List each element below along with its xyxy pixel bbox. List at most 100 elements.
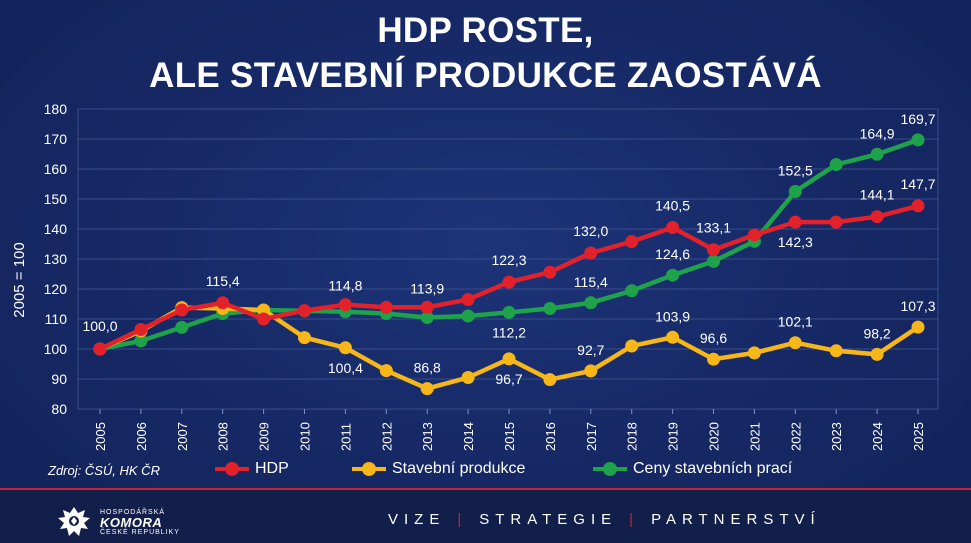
x-tick-label: 2017 xyxy=(584,422,599,451)
motto-separator: | xyxy=(457,511,462,528)
x-tick-label: 2008 xyxy=(216,422,231,451)
data-point xyxy=(298,331,311,345)
data-label: 169,7 xyxy=(900,111,935,127)
data-point xyxy=(747,346,761,360)
data-label: 102,1 xyxy=(778,314,813,330)
data-label: 115,4 xyxy=(574,274,608,290)
data-point xyxy=(625,284,639,298)
data-label: 133,1 xyxy=(696,220,731,236)
x-tick-label: 2024 xyxy=(870,422,885,451)
x-tick-label: 2022 xyxy=(788,422,803,451)
data-label: 152,5 xyxy=(778,163,813,179)
data-point xyxy=(829,215,843,229)
data-point xyxy=(543,302,557,315)
y-tick-label: 140 xyxy=(44,221,68,237)
data-point xyxy=(911,133,925,147)
y-tick-label: 150 xyxy=(44,191,68,207)
data-point xyxy=(707,254,720,268)
data-point xyxy=(298,304,311,318)
data-label: 96,7 xyxy=(495,371,522,387)
data-label: 98,2 xyxy=(863,325,890,341)
y-tick-label: 120 xyxy=(44,281,68,297)
title-line-1: HDP ROSTE, xyxy=(377,11,594,50)
logo-text-main: KOMORA xyxy=(100,514,163,530)
x-tick-label: 2019 xyxy=(666,422,681,451)
legend-label-hdp: HDP xyxy=(255,460,289,477)
data-label: 114,8 xyxy=(328,278,362,294)
x-tick-label: 2025 xyxy=(911,422,926,451)
logo-text-bottom: ČESKÉ REPUBLIKY xyxy=(100,528,180,536)
data-point xyxy=(666,330,680,344)
motto: VIZE | STRATEGIE | PARTNERSTVÍ xyxy=(388,511,821,528)
y-tick-label: 110 xyxy=(45,311,68,327)
data-point xyxy=(788,336,802,350)
data-label: 124,6 xyxy=(655,246,690,262)
data-label: 112,2 xyxy=(492,324,526,340)
y-tick-label: 180 xyxy=(44,101,68,117)
data-label: 103,9 xyxy=(655,308,690,324)
data-point xyxy=(420,300,434,314)
data-point xyxy=(870,347,884,361)
data-point xyxy=(747,228,761,242)
data-point xyxy=(829,344,843,358)
data-label: 164,9 xyxy=(860,125,895,141)
data-point xyxy=(175,303,189,317)
x-tick-label: 2012 xyxy=(379,422,394,451)
y-tick-label: 90 xyxy=(51,371,67,387)
x-tick-label: 2006 xyxy=(134,422,149,451)
data-point xyxy=(911,320,925,334)
data-point xyxy=(257,303,271,317)
x-tick-label: 2007 xyxy=(175,422,190,451)
data-point xyxy=(870,210,884,224)
y-tick-label: 80 xyxy=(51,401,67,417)
data-label: 86,8 xyxy=(414,360,441,376)
data-point xyxy=(543,265,557,279)
data-point xyxy=(911,199,925,213)
data-point xyxy=(420,382,434,396)
logo-text-top: HOSPODÁŘSKÁ xyxy=(100,508,166,516)
data-point xyxy=(666,268,680,282)
x-tick-label: 2023 xyxy=(829,422,844,451)
motto-separator: | xyxy=(629,511,634,528)
data-point xyxy=(788,185,802,198)
data-point xyxy=(338,341,352,355)
y-tick-label: 100 xyxy=(44,341,68,357)
data-point xyxy=(666,221,680,234)
data-label: 100,0 xyxy=(82,318,117,334)
data-point xyxy=(461,293,475,306)
x-tick-label: 2010 xyxy=(298,422,313,451)
y-tick-label: 130 xyxy=(44,251,68,267)
data-label: 115,4 xyxy=(206,273,240,289)
data-point xyxy=(461,309,475,323)
data-point xyxy=(870,147,884,161)
data-point xyxy=(829,158,843,171)
data-point xyxy=(584,364,598,378)
chart-title: HDP ROSTE, ALE STAVEBNÍ PRODUKCE ZAOSTÁV… xyxy=(0,8,971,98)
x-tick-label: 2018 xyxy=(625,422,640,451)
data-point xyxy=(379,300,393,314)
data-point xyxy=(420,311,434,324)
data-point xyxy=(584,246,598,260)
y-tick-label: 170 xyxy=(44,131,68,147)
data-point xyxy=(257,312,271,326)
data-label: 140,5 xyxy=(655,198,690,214)
x-tick-label: 2005 xyxy=(93,422,108,451)
data-point xyxy=(707,352,720,366)
data-label: 132,0 xyxy=(573,223,608,239)
data-label: 96,6 xyxy=(700,330,727,346)
data-point xyxy=(707,243,720,257)
legend-item-ceny-stavebnich-praci: Ceny stavebních prací xyxy=(593,458,792,480)
x-tick-label: 2021 xyxy=(747,422,762,451)
data-label: 147,7 xyxy=(900,176,935,192)
legend-item-hdp: HDP xyxy=(215,458,289,480)
data-point xyxy=(338,298,352,312)
footer-bar xyxy=(0,488,971,543)
data-point xyxy=(379,364,393,378)
data-point xyxy=(502,352,516,366)
data-point xyxy=(134,334,148,348)
legend-swatch-stavebni-produkce xyxy=(352,462,386,476)
data-point xyxy=(461,371,475,384)
data-point xyxy=(625,235,639,249)
data-point xyxy=(502,305,516,319)
